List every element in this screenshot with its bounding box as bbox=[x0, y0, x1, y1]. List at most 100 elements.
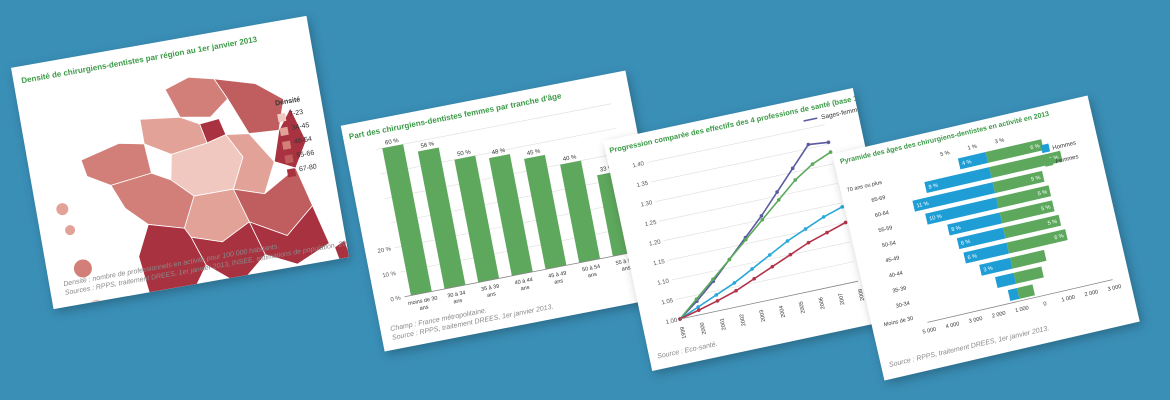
line-xtick-label: 2001 bbox=[719, 317, 727, 330]
line-point bbox=[843, 220, 848, 225]
line-xtick-label: 2004 bbox=[779, 305, 787, 318]
line-ytick-label: 1.05 bbox=[661, 298, 674, 306]
line-point bbox=[694, 297, 699, 301]
pyramid-xtick-label: 5 000 bbox=[922, 327, 937, 336]
bar-category-label: ans bbox=[520, 285, 530, 293]
line-point bbox=[826, 140, 831, 145]
line-point bbox=[732, 281, 737, 285]
line-ytick-label: 1.30 bbox=[640, 200, 653, 208]
bar-category-label: ans bbox=[487, 291, 497, 299]
line-xtick-label: 2003 bbox=[759, 309, 767, 322]
map-overseas-4 bbox=[89, 299, 104, 310]
pyramid-top-label: 1 % bbox=[967, 144, 978, 152]
line-gridline bbox=[659, 183, 838, 222]
bar-category-label: 40 à 44 bbox=[514, 277, 533, 286]
pyramid-category-label: Moins de 30 bbox=[883, 316, 914, 329]
pyramid-category-label: 70 ans ou plus bbox=[846, 180, 882, 194]
line-point bbox=[697, 308, 701, 312]
bar-x-axis bbox=[404, 250, 641, 298]
map-graphic bbox=[56, 76, 349, 310]
line-ytick-label: 1.40 bbox=[632, 161, 645, 169]
pyramid-legend-swatch bbox=[1043, 157, 1054, 167]
pyramid-legend-label: Femmes bbox=[1055, 154, 1079, 165]
bar-gridline bbox=[375, 103, 612, 150]
map-region-north bbox=[164, 76, 229, 118]
pyramid-xtick-label: 1 000 bbox=[1015, 305, 1030, 314]
bar-mark bbox=[524, 154, 567, 270]
pyramid-xtick-label: 3 000 bbox=[1107, 284, 1122, 293]
line-gridline bbox=[646, 124, 825, 163]
line-gridline bbox=[650, 143, 830, 183]
bar-category-label: ans bbox=[588, 272, 598, 280]
line-point bbox=[775, 190, 779, 194]
pyramid-category-label: 65-69 bbox=[871, 195, 886, 204]
pyramid-label-femmes: 5 % bbox=[1047, 219, 1058, 227]
pyramid-legend-swatch bbox=[1040, 143, 1051, 154]
pyramid-category-label: 40-44 bbox=[888, 270, 903, 279]
line-xtick-label: 2007 bbox=[838, 292, 846, 305]
line-point bbox=[767, 253, 772, 257]
pyramid-label-femmes: 6 % bbox=[1054, 233, 1065, 241]
pyramid-label-hommes: 3 % bbox=[983, 266, 994, 274]
line-xtick-label: 2008 bbox=[858, 288, 866, 301]
pyramid-xtick-label: 0 bbox=[1043, 301, 1047, 308]
bar-category-label: 30 à 34 bbox=[447, 290, 466, 299]
pyramid-label-femmes: 5 % bbox=[1037, 189, 1048, 197]
pyramid-category-label: 35-39 bbox=[892, 286, 907, 295]
line-point bbox=[828, 150, 833, 154]
bar-value-label: 60 % bbox=[385, 138, 400, 147]
line-gridline bbox=[675, 261, 854, 300]
pyramid-legend-label: Hommes bbox=[1052, 140, 1077, 151]
line-point bbox=[840, 205, 845, 209]
bar-category-label: ans bbox=[419, 304, 429, 312]
pyramid-category-label: 30-34 bbox=[895, 301, 910, 310]
pyramid-bar-hommes bbox=[979, 257, 1013, 276]
line-gridline bbox=[663, 202, 842, 242]
line-point bbox=[770, 264, 775, 269]
bar-mark bbox=[417, 147, 466, 289]
line-point bbox=[760, 217, 765, 222]
pyramid-bar-femmes bbox=[1003, 214, 1062, 239]
pyramid-category-label: 60-64 bbox=[874, 210, 889, 219]
line-chart: 1.00 1.05 1.10 1.15 1.20 1.25 1.30 1.35 1.40 1999… bbox=[632, 105, 866, 339]
line-ytick-label: 1.00 bbox=[665, 318, 678, 326]
line-point bbox=[788, 252, 793, 257]
bar-value-label: 48 % bbox=[491, 148, 506, 157]
pyramid-bar-femmes bbox=[1013, 266, 1044, 284]
map-legend-swatch bbox=[286, 168, 297, 178]
pyramid-label-hommes: 11 % bbox=[916, 201, 929, 210]
line-point bbox=[750, 267, 754, 271]
line-point bbox=[776, 198, 781, 202]
pyramid-label-femmes: 6 % bbox=[1030, 143, 1041, 151]
map-legend-swatch bbox=[284, 154, 294, 164]
pyramid-bar-hommes bbox=[995, 272, 1017, 289]
pyramid-bar-femmes bbox=[999, 200, 1055, 224]
line-point bbox=[759, 214, 764, 218]
bar-value-label: 33 % bbox=[599, 165, 614, 174]
pyramid-label-femmes: 5 % bbox=[1031, 175, 1042, 183]
pyramid-xtick-label: 4 000 bbox=[945, 321, 960, 330]
pyramid-bar-hommes bbox=[924, 167, 992, 193]
pyramid-label-hommes: 9 % bbox=[928, 183, 939, 191]
line-legend-label: Sages-femmes bbox=[821, 105, 866, 121]
bar-mark bbox=[488, 154, 533, 276]
line-point bbox=[696, 305, 700, 309]
pyramid-label-hommes: 6 % bbox=[961, 239, 972, 247]
chart-card-map: Densité de chirurgiens-dentistes par rég… bbox=[11, 15, 349, 310]
pyramid-xtick-label: 2 000 bbox=[1084, 289, 1099, 298]
line-series bbox=[679, 151, 832, 320]
bar-value-label: 40 % bbox=[562, 154, 577, 163]
pyramid-bar-hommes bbox=[912, 182, 996, 212]
bar-mark bbox=[454, 155, 500, 283]
bar-category-label: ans bbox=[554, 278, 564, 286]
line-series bbox=[679, 206, 843, 320]
line-x-axis bbox=[679, 280, 859, 320]
bar-category-label: 35 à 39 bbox=[481, 284, 500, 293]
map-region-east bbox=[273, 107, 307, 169]
pyramid-bar-hommes bbox=[963, 242, 1010, 264]
line-point bbox=[821, 215, 826, 219]
line-xtick-label: 2002 bbox=[739, 313, 747, 326]
chart-card-pyramid: Pyramide des âges des chirurgiens-dentis… bbox=[832, 95, 1140, 381]
line-series bbox=[679, 141, 829, 320]
bar-category-label: 55 à 59 bbox=[615, 257, 634, 266]
